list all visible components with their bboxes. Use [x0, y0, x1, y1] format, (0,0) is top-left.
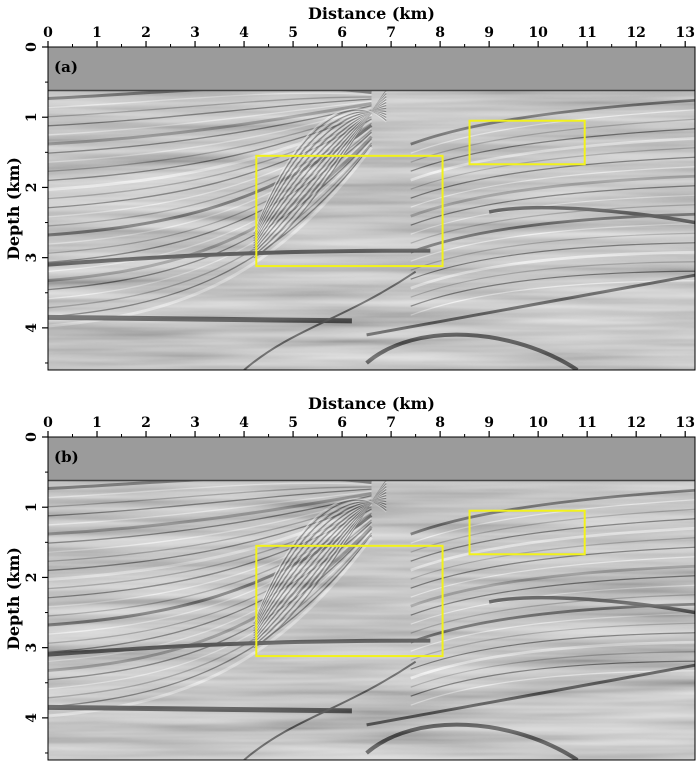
x-tick-label: 4: [239, 415, 249, 431]
y-axis-title: Depth (km): [4, 157, 23, 260]
x-tick-label: 1: [92, 415, 102, 431]
highlight-box: [468, 509, 586, 556]
x-tick-label: 8: [435, 25, 445, 41]
y-tick-label: 4: [24, 323, 40, 333]
highlight-box: [255, 544, 444, 658]
x-tick-label: 0: [43, 415, 53, 431]
x-tick-label: 12: [626, 415, 645, 431]
water-layer: [48, 47, 695, 91]
y-tick-label: 3: [24, 643, 40, 653]
y-tick-label: 1: [24, 112, 40, 122]
y-tick-label: 0: [24, 42, 40, 52]
plot-frame: [47, 436, 696, 761]
x-tick-label: 12: [626, 25, 645, 41]
x-tick-label: 5: [288, 415, 298, 431]
y-tick-label: 2: [24, 573, 40, 583]
x-tick-label: 11: [577, 25, 596, 41]
y-tick-label: 1: [24, 502, 40, 512]
x-axis-title: Distance (km): [308, 4, 435, 23]
x-tick-label: 7: [386, 25, 396, 41]
y-tick-label: 0: [24, 432, 40, 442]
y-axis-title: Depth (km): [4, 547, 23, 650]
x-tick-label: 13: [675, 25, 694, 41]
x-tick-label: 9: [484, 415, 494, 431]
x-tick-label: 10: [528, 25, 548, 41]
y-tick-label: 4: [24, 713, 40, 723]
x-tick-label: 2: [141, 415, 151, 431]
x-tick-label: 3: [190, 25, 200, 41]
image-texture: [48, 47, 695, 370]
x-tick-label: 9: [484, 25, 494, 41]
x-tick-label: 8: [435, 415, 445, 431]
x-tick-label: 6: [337, 25, 347, 41]
panel-label: (b): [54, 448, 79, 466]
panel-label: (a): [54, 58, 78, 76]
y-tick-label: 3: [24, 253, 40, 263]
plot-frame: [47, 46, 696, 371]
seismic-image: [48, 47, 695, 370]
x-tick-label: 4: [239, 25, 249, 41]
x-tick-label: 6: [337, 415, 347, 431]
seismic-image: [48, 437, 695, 760]
y-tick-label: 2: [24, 183, 40, 193]
x-tick-label: 11: [577, 415, 596, 431]
x-tick-label: 13: [675, 415, 694, 431]
highlight-box: [255, 154, 444, 268]
x-tick-label: 7: [386, 415, 396, 431]
x-tick-label: 2: [141, 25, 151, 41]
x-tick-label: 0: [43, 25, 53, 41]
x-tick-label: 3: [190, 415, 200, 431]
x-tick-label: 10: [528, 415, 548, 431]
x-tick-label: 5: [288, 25, 298, 41]
x-axis-title: Distance (km): [308, 394, 435, 413]
image-texture: [48, 437, 695, 760]
x-tick-label: 1: [92, 25, 102, 41]
highlight-box: [468, 119, 586, 166]
water-layer: [48, 437, 695, 481]
